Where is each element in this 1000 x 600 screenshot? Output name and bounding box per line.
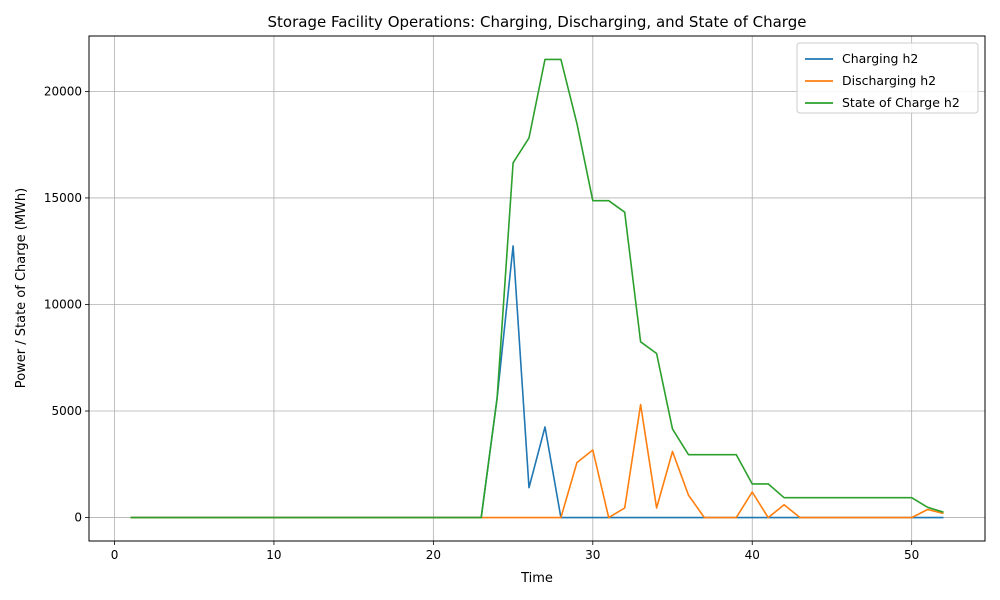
y-tick-label: 15000	[44, 191, 82, 205]
legend-label-discharging-h2: Discharging h2	[842, 73, 936, 88]
y-axis: 0 5000 10000 15000 20000	[44, 84, 89, 525]
legend-box	[796, 42, 979, 114]
y-tick-label: 0	[74, 511, 82, 525]
x-axis-title: Time	[520, 571, 553, 586]
legend: Charging h2 Discharging h2 State of Charge…	[796, 42, 979, 114]
x-tick-label: 10	[266, 548, 281, 562]
x-tick-label: 30	[585, 548, 600, 562]
plot-frame	[88, 35, 986, 542]
chart-title: Storage Facility Operations: Charging, D…	[268, 13, 807, 31]
legend-label-state-of-charge-h2: State of Charge h2	[842, 95, 960, 110]
y-tick-label: 5000	[51, 404, 82, 418]
x-tick-label: 50	[904, 548, 919, 562]
x-tick-label: 40	[745, 548, 760, 562]
y-tick-label: 10000	[44, 297, 82, 311]
x-tick-label: 20	[426, 548, 441, 562]
series-line-state-of-charge-h2	[130, 58, 944, 519]
y-axis-title: Power / State of Charge (MWh)	[14, 188, 29, 388]
y-tick-label: 20000	[44, 84, 82, 98]
x-axis: 0 10 20 30 40 50	[111, 541, 919, 562]
series-layer	[130, 58, 944, 519]
x-tick-label: 0	[111, 548, 119, 562]
legend-label-charging-h2: Charging h2	[842, 51, 918, 66]
